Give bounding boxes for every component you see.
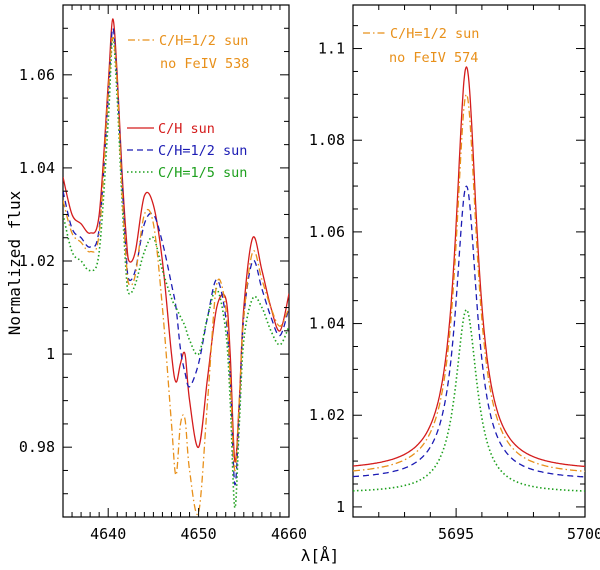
left-panel: 4640 4650 4660 0.98 1 1.02 1.04 1.06 C/H=1/2 su… bbox=[19, 4, 307, 543]
x-tick-label: 5700 bbox=[567, 525, 600, 543]
right-curves bbox=[353, 66, 585, 492]
x-axis-label: λ[Å] bbox=[301, 546, 340, 565]
x-tick-label: 5695 bbox=[438, 525, 474, 543]
legend-label-ch-half-sun: C/H=1/2 sun bbox=[158, 143, 247, 159]
series-c-h-1-2-sun-no-feiv-538 bbox=[63, 36, 289, 516]
right-panel: 5695 5700 1 1.02 1.04 1.06 1.08 1.1 C/H=1/2 sun… bbox=[309, 4, 600, 543]
left-annotation: C/H=1/2 sun no FeIV 538 bbox=[128, 33, 249, 72]
y-tick-label: 1.04 bbox=[19, 159, 55, 177]
legend: C/H sun C/H=1/2 sun C/H=1/5 sun bbox=[127, 121, 247, 181]
y-tick-label: 1.02 bbox=[19, 252, 55, 270]
y-tick-label: 0.98 bbox=[19, 438, 55, 456]
series-c-h-1-5-sun bbox=[353, 308, 585, 492]
y-tick-label: 1.04 bbox=[309, 315, 345, 333]
annotation-line-1: C/H=1/2 sun bbox=[159, 33, 248, 49]
series-c-h-sun bbox=[63, 18, 289, 463]
left-curves bbox=[63, 18, 289, 516]
y-axis-label: Normalized flux bbox=[5, 190, 24, 335]
series-c-h-sun bbox=[353, 66, 585, 468]
series-c-h-1-2-sun bbox=[353, 185, 585, 478]
annotation-line-1: C/H=1/2 sun bbox=[390, 26, 479, 42]
series-c-h-1-5-sun bbox=[63, 36, 289, 509]
x-tick-label: 4650 bbox=[181, 525, 217, 543]
x-tick-label: 4640 bbox=[90, 525, 126, 543]
y-tick-label: 1.1 bbox=[318, 40, 345, 58]
legend-label-ch-sun: C/H sun bbox=[158, 121, 215, 137]
right-panel-frame bbox=[352, 4, 586, 518]
right-annotation: C/H=1/2 sun no FeIV 574 bbox=[363, 26, 479, 66]
right-ticks: 5695 5700 1 1.02 1.04 1.06 1.08 1.1 bbox=[309, 5, 600, 543]
y-tick-label: 1 bbox=[336, 498, 345, 516]
y-tick-label: 1.06 bbox=[309, 223, 345, 241]
series-c-h-1-2-sun bbox=[63, 27, 289, 486]
y-tick-label: 1.08 bbox=[309, 131, 345, 149]
annotation-line-2: no FeIV 574 bbox=[389, 50, 478, 66]
legend-label-ch-fifth-sun: C/H=1/5 sun bbox=[158, 165, 247, 181]
y-tick-label: 1.06 bbox=[19, 66, 55, 84]
left-ticks: 4640 4650 4660 0.98 1 1.02 1.04 1.06 bbox=[19, 4, 307, 543]
series-c-h-1-2-sun-no-feiv-574 bbox=[353, 93, 585, 472]
x-tick-label: 4660 bbox=[271, 525, 307, 543]
y-tick-label: 1.02 bbox=[309, 406, 345, 424]
y-tick-label: 1 bbox=[46, 345, 55, 363]
annotation-line-2: no FeIV 538 bbox=[160, 56, 249, 72]
